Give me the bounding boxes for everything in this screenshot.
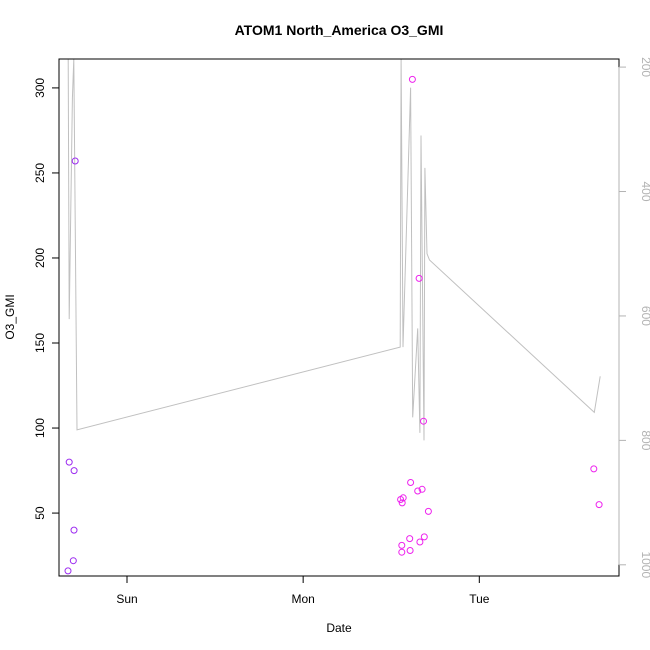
right-tick-label: 800: [639, 430, 650, 450]
data-point: [590, 465, 598, 473]
data-point: [70, 526, 78, 534]
chart-title: ATOM1 North_America O3_GMI: [235, 22, 444, 38]
right-tick-label: 400: [639, 182, 650, 202]
data-point: [418, 485, 426, 493]
data-point: [414, 487, 422, 495]
data-point: [398, 499, 406, 507]
y-tick-label: 100: [33, 418, 47, 438]
data-point: [65, 458, 73, 466]
data-point: [398, 548, 406, 556]
y-tick-label: 200: [33, 248, 47, 268]
data-point: [595, 501, 603, 509]
data-point: [420, 533, 428, 541]
x-axis-label: Date: [326, 621, 352, 635]
data-point: [424, 507, 432, 515]
plot-frame: [58, 58, 620, 577]
y-tick-label: 300: [33, 78, 47, 98]
x-axis: Sun Mon Tue: [116, 575, 490, 606]
data-point: [420, 417, 427, 425]
pressure-line-layer: [67, 59, 601, 441]
data-point: [407, 479, 415, 486]
x-tick-label: Sun: [116, 592, 137, 606]
data-point: [406, 547, 414, 554]
data-point: [399, 494, 407, 502]
x-tick-label: Tue: [469, 592, 490, 606]
x-tick-label: Mon: [291, 592, 314, 606]
right-tick-label: 600: [639, 306, 650, 326]
pressure-line: [67, 59, 601, 441]
data-point: [69, 557, 77, 565]
data-point: [416, 538, 424, 546]
y-axis-label: O3_GMI: [3, 294, 17, 339]
data-point: [398, 541, 406, 549]
data-point: [71, 157, 79, 165]
y-tick-label: 150: [33, 333, 47, 353]
data-point: [406, 535, 414, 543]
y-axis-right: 200 400 600 800 1000: [618, 57, 650, 578]
data-point: [70, 467, 78, 475]
right-tick-label: 200: [639, 57, 650, 77]
y-tick-label: 250: [33, 163, 47, 183]
y-tick-label: 50: [33, 506, 47, 520]
y-axis-left: 50 100 150 200 250 300: [33, 78, 60, 520]
data-point: [415, 274, 423, 282]
data-point: [64, 567, 72, 575]
data-point: [408, 75, 416, 83]
scatter-points-layer: [64, 75, 603, 575]
right-tick-label: 1000: [639, 551, 650, 578]
